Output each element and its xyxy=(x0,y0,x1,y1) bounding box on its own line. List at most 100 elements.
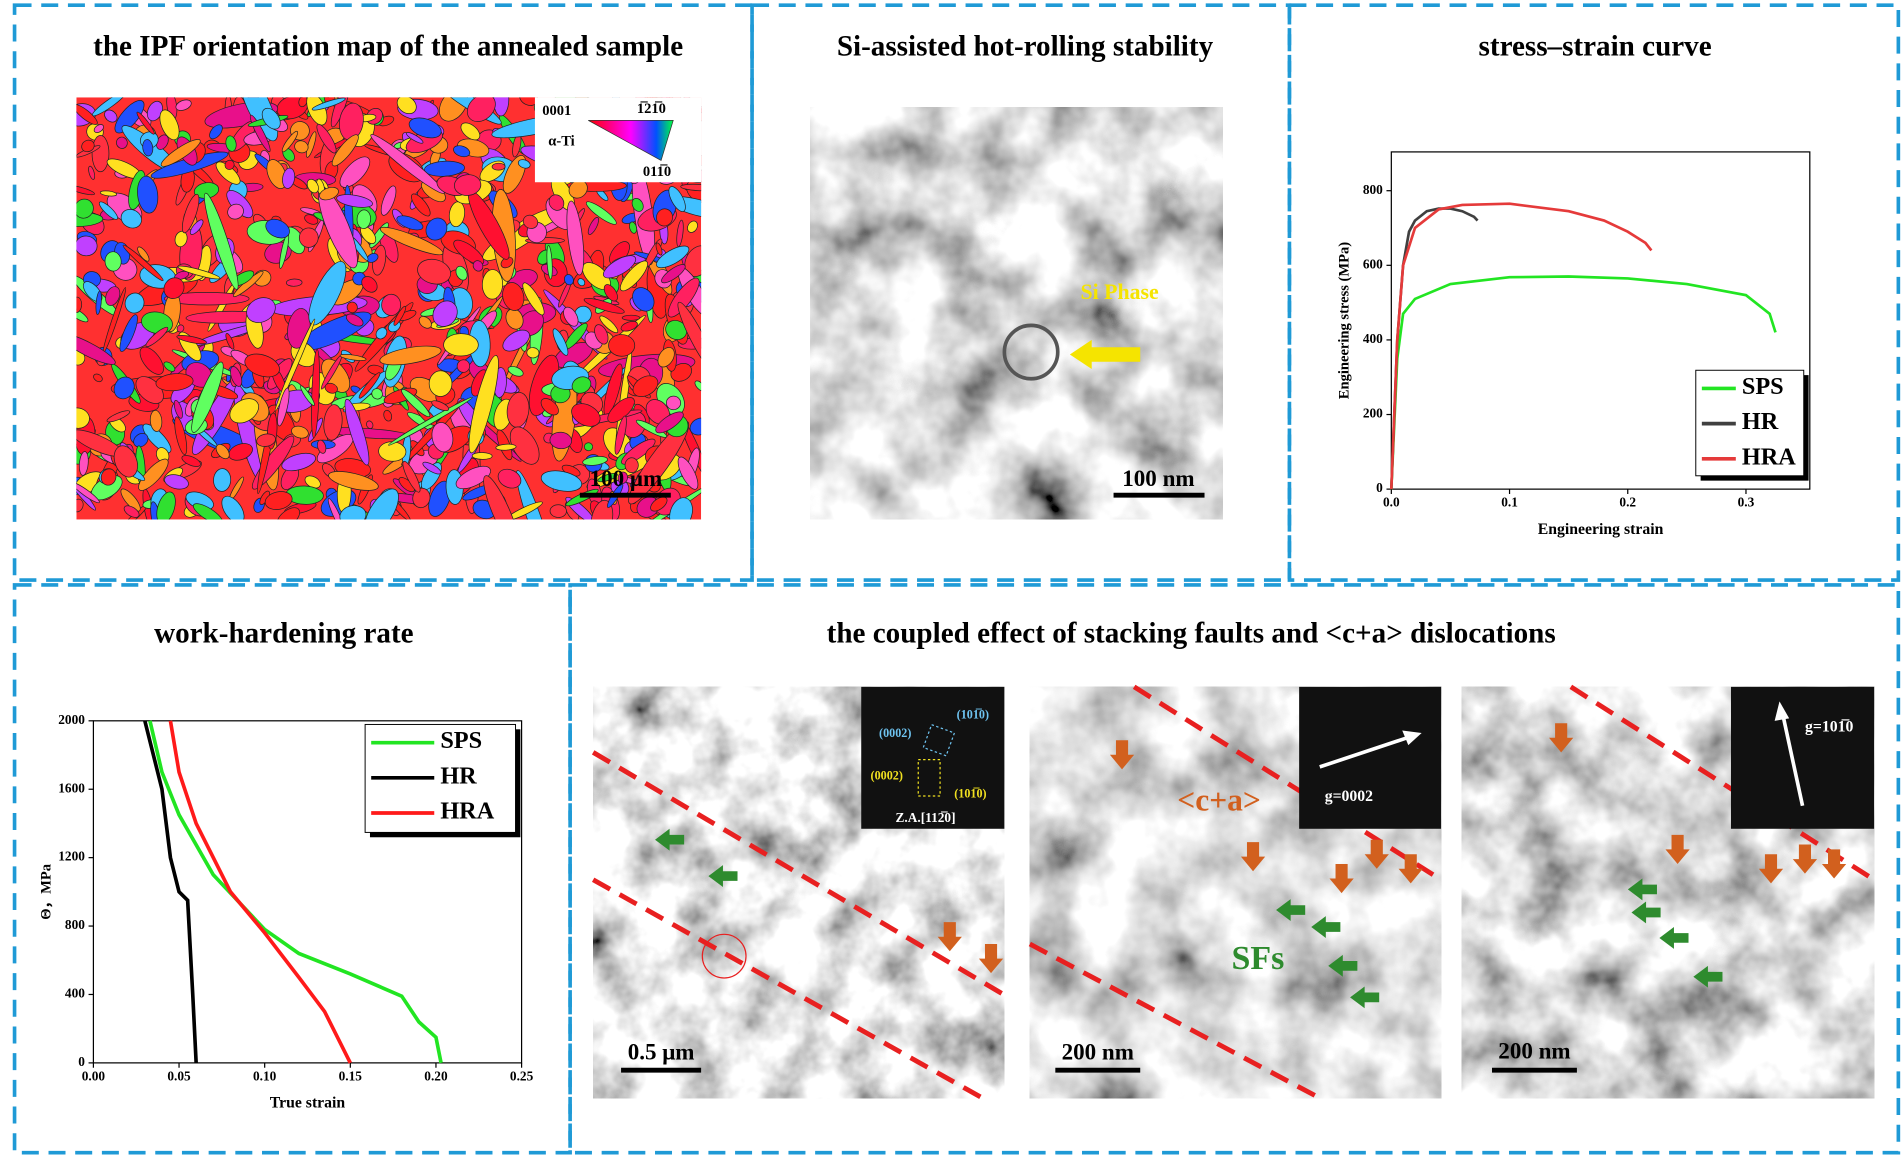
grain xyxy=(230,366,243,387)
grain xyxy=(122,244,164,282)
legend-label: 011̅0 xyxy=(643,164,671,180)
grain xyxy=(225,135,237,152)
grain xyxy=(81,139,95,153)
grain xyxy=(256,433,276,447)
grain xyxy=(88,165,96,180)
ipf-legend: 0001 1̅21̅0 α-Ti 011̅0 xyxy=(534,97,702,183)
grain xyxy=(156,491,176,520)
grain xyxy=(175,99,192,111)
grain xyxy=(455,465,491,490)
tem-image xyxy=(810,107,1223,520)
grain xyxy=(505,501,543,520)
grain xyxy=(689,417,702,436)
legend-label: HRA xyxy=(440,798,494,825)
g-vector-label: g=0002 xyxy=(1325,788,1373,805)
y-axis-label: Engineering stress (MPa) xyxy=(1337,242,1353,399)
grain xyxy=(571,403,601,427)
grain xyxy=(76,333,116,365)
grain xyxy=(364,488,399,520)
grain xyxy=(319,186,339,201)
arrows xyxy=(655,723,1847,1009)
grain xyxy=(402,460,421,493)
grain xyxy=(98,201,119,220)
x-tick-label: 0.15 xyxy=(339,1069,363,1084)
arrow xyxy=(1350,986,1380,1009)
panel-title: stress–strain curve xyxy=(1479,30,1712,62)
grain xyxy=(624,457,639,473)
grain xyxy=(339,354,367,361)
grain xyxy=(99,190,118,197)
grain xyxy=(418,316,432,329)
grain xyxy=(422,461,442,475)
legend-label: HRA xyxy=(1742,443,1796,470)
grain xyxy=(370,134,445,194)
y-tick-label: 800 xyxy=(65,917,85,932)
grain xyxy=(104,109,118,123)
grain xyxy=(305,131,317,158)
grain xyxy=(181,193,200,234)
scale-bar-label: 0.5 μm xyxy=(628,1039,695,1065)
boundary-line xyxy=(591,877,984,1101)
grain xyxy=(563,306,579,327)
x-tick-label: 0.2 xyxy=(1619,495,1636,510)
grain xyxy=(455,265,468,281)
x-tick-label: 0.05 xyxy=(167,1069,191,1084)
grain xyxy=(76,482,100,504)
grain xyxy=(361,276,378,293)
unit-cell xyxy=(922,723,956,757)
grain xyxy=(661,264,686,284)
grain xyxy=(526,347,540,359)
grain xyxy=(393,305,407,326)
grain xyxy=(159,109,180,141)
grain xyxy=(454,174,482,196)
grain xyxy=(294,140,309,154)
arrow xyxy=(708,865,738,887)
y-tick-label: 1600 xyxy=(58,780,85,795)
grain xyxy=(495,443,517,451)
grain xyxy=(439,97,469,122)
grain xyxy=(176,334,207,345)
panel-borders xyxy=(12,3,1901,1155)
grain xyxy=(344,398,370,466)
arrow xyxy=(1328,954,1358,977)
grain xyxy=(583,297,625,314)
grain xyxy=(123,505,140,518)
line-series xyxy=(1389,202,1653,490)
grain xyxy=(603,284,618,302)
grain xyxy=(181,455,201,467)
boundary-line xyxy=(1028,941,1321,1101)
grain xyxy=(324,382,338,394)
grain xyxy=(507,366,524,377)
grain xyxy=(137,175,159,214)
grain xyxy=(155,373,194,392)
grain xyxy=(383,409,393,422)
grain xyxy=(213,468,232,492)
boundary-line xyxy=(591,750,1006,998)
arrow xyxy=(1240,842,1266,872)
legend-label: 1̅21̅0 xyxy=(637,101,666,117)
grain xyxy=(687,220,698,233)
arrow xyxy=(1693,965,1723,988)
grain xyxy=(133,433,149,448)
grain xyxy=(597,472,618,483)
grain xyxy=(174,416,188,456)
legend-label: 0001 xyxy=(542,103,571,119)
grain xyxy=(221,495,245,520)
grain xyxy=(298,227,319,248)
grain xyxy=(665,395,682,411)
arrow xyxy=(655,828,685,851)
x-axis-label: Engineering strain xyxy=(1538,521,1664,538)
line-series xyxy=(168,720,352,1064)
grain xyxy=(339,505,367,520)
si-particle xyxy=(1002,323,1060,381)
grain xyxy=(281,452,316,472)
grain xyxy=(100,468,117,486)
grain xyxy=(120,488,141,512)
grain xyxy=(76,198,94,219)
arrow xyxy=(1276,899,1306,921)
zone-axis: Z.A.[112̅0] xyxy=(896,810,956,825)
grain xyxy=(76,235,98,257)
grain xyxy=(106,410,131,423)
grain xyxy=(346,301,358,314)
grain xyxy=(138,458,169,491)
